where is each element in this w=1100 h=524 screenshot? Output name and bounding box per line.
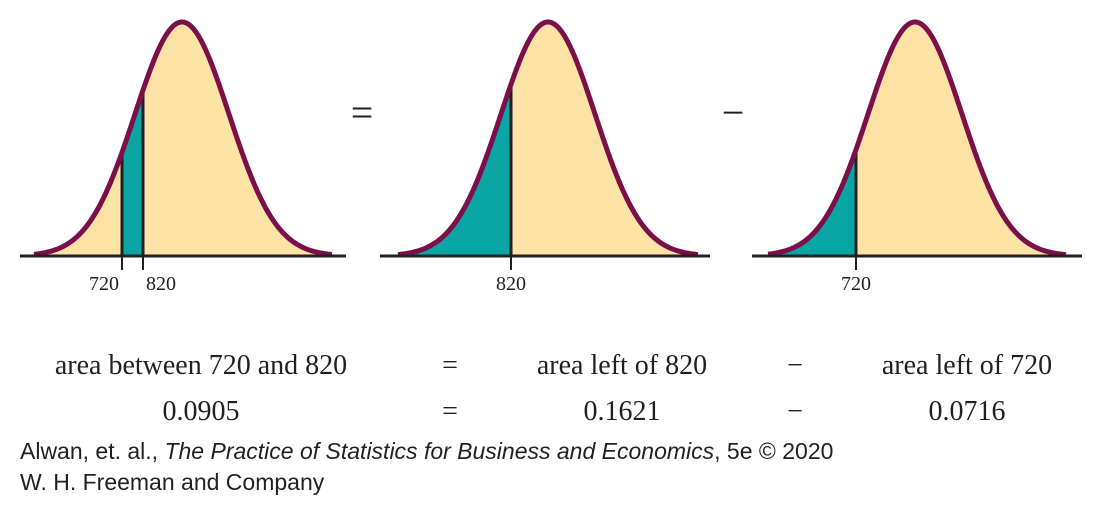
tick-label: 820 bbox=[496, 273, 526, 295]
equation-equals-value: = bbox=[442, 396, 458, 427]
normal-curve bbox=[32, 19, 334, 258]
equation-right-text: area left of 720 bbox=[881, 350, 1053, 381]
equation-equals-text: = bbox=[442, 350, 458, 381]
equation-left-value: 0.0905 bbox=[162, 396, 240, 427]
equation-value-row: 0.0905 = 0.1621 − 0.0716 bbox=[0, 396, 1100, 436]
minus-sign: − bbox=[722, 90, 745, 135]
normal-curve bbox=[766, 19, 1068, 258]
panel-area-between: 720 820 bbox=[20, 19, 346, 295]
source-credit: Alwan, et. al., The Practice of Statisti… bbox=[20, 436, 833, 498]
equation-left-text: area between 720 and 820 bbox=[54, 350, 348, 381]
tick-label: 720 bbox=[841, 273, 871, 295]
credit-authors: Alwan, et. al., bbox=[20, 438, 165, 464]
shaded-area bbox=[768, 149, 856, 256]
equation-middle-value: 0.1621 bbox=[583, 396, 661, 427]
equation-minus-text: − bbox=[787, 350, 803, 381]
equation-text-row: area between 720 and 820 = area left of … bbox=[0, 350, 1100, 390]
credit-line-1: Alwan, et. al., The Practice of Statisti… bbox=[20, 436, 833, 467]
tick-label: 720 bbox=[89, 273, 119, 295]
curve-fill bbox=[34, 22, 332, 256]
credit-edition: , 5e © 2020 bbox=[714, 438, 834, 464]
normal-curve bbox=[396, 19, 700, 258]
equation-minus-value: − bbox=[787, 396, 803, 427]
normal-curves-figure: 720 820 820 720 = − bbox=[20, 19, 1082, 295]
equation-middle-text: area left of 820 bbox=[536, 350, 708, 381]
shaded-area bbox=[122, 90, 143, 256]
tick-label: 820 bbox=[146, 273, 176, 295]
panel-area-left-820: 820 bbox=[380, 19, 710, 295]
curve-fill bbox=[398, 22, 698, 256]
equals-sign: = bbox=[351, 90, 374, 135]
shaded-area bbox=[398, 84, 511, 256]
curve-fill bbox=[768, 22, 1066, 256]
credit-publisher: W. H. Freeman and Company bbox=[20, 469, 325, 495]
panel-area-left-720: 720 bbox=[752, 19, 1082, 295]
credit-title: The Practice of Statistics for Business … bbox=[164, 438, 715, 464]
equation-right-value: 0.0716 bbox=[928, 396, 1006, 427]
